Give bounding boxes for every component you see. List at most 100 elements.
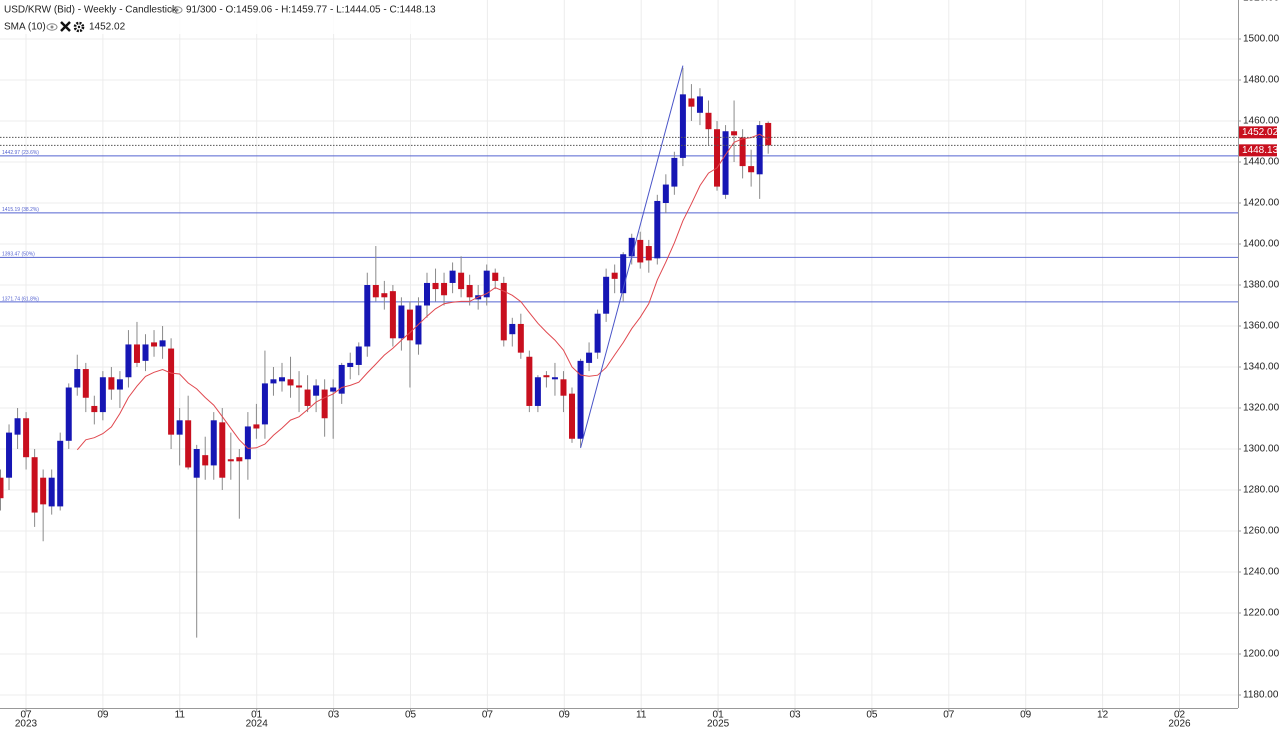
y-tick-label: 1340.00 — [1243, 362, 1280, 373]
ohlc-info: 91/300 - O:1459.06 - H:1459.77 - L:1444.… — [186, 5, 436, 16]
y-tick-label: 1200.00 — [1243, 649, 1280, 660]
candle-body — [202, 455, 209, 466]
candle-body — [586, 352, 593, 363]
candle-body — [40, 477, 47, 505]
candle-body — [483, 270, 490, 298]
x-tick-year: 2024 — [246, 719, 269, 729]
fib-label: 1371.74 (61.8%) — [2, 296, 39, 302]
candle-body — [543, 375, 550, 378]
candle-body — [722, 131, 729, 195]
legend-bg — [0, 0, 430, 34]
fib-label: 1415.19 (38.2%) — [2, 207, 39, 213]
candle-body — [185, 420, 192, 468]
y-tick-label: 1180.00 — [1243, 690, 1279, 701]
candle-body — [645, 246, 652, 261]
candle-body — [696, 96, 703, 113]
y-tick-label: 1320.00 — [1243, 403, 1280, 414]
candle-body — [99, 377, 106, 413]
candle-body — [48, 477, 55, 507]
x-tick-label: 03 — [328, 710, 340, 721]
y-tick-label: 1400.00 — [1243, 239, 1280, 250]
candle-body — [287, 379, 294, 386]
indicator-name: SMA (10) — [4, 22, 46, 33]
candle-body — [611, 272, 618, 279]
candle-body — [65, 387, 72, 441]
x-tick-label: 01 — [713, 710, 725, 721]
candle-body — [389, 291, 396, 339]
plot: 1442.97 (23.6%) 1415.19 (38.2%) 1393.47 (5… — [0, 65, 1238, 638]
candle-body — [168, 348, 175, 435]
x-tick-label: 11 — [636, 710, 647, 721]
candle-body — [662, 184, 669, 203]
candle-body — [705, 112, 712, 130]
candle-body — [31, 457, 38, 513]
candle-body — [637, 239, 644, 263]
candle-body — [765, 122, 772, 146]
candle-body — [278, 377, 285, 382]
candle-body — [313, 385, 320, 396]
candle-body — [270, 379, 277, 384]
candle-body — [159, 340, 166, 347]
y-tick-label: 1220.00 — [1243, 608, 1280, 619]
y-tick-label: 1300.00 — [1243, 444, 1280, 455]
x-tick-label: 03 — [789, 710, 801, 721]
candle-body — [577, 360, 584, 439]
candle-body — [441, 282, 448, 296]
candle-body — [364, 285, 371, 347]
fib-label: 1442.97 (23.6%) — [2, 150, 39, 156]
price-tag-label: 1448.13 — [1242, 145, 1279, 156]
candle-body — [466, 285, 473, 298]
y-tick-label: 1520.00 — [1243, 0, 1280, 4]
candle-body — [91, 405, 98, 413]
candle-body — [756, 125, 763, 175]
x-tick-label: 02 — [1174, 710, 1186, 721]
eye-icon[interactable] — [171, 6, 183, 14]
candle-body — [244, 426, 251, 460]
candle-body — [330, 387, 337, 392]
candle-body — [381, 293, 388, 298]
candle-body — [6, 432, 13, 478]
eye-icon[interactable] — [46, 23, 58, 31]
price-tag — [1239, 144, 1277, 157]
x-tick-label: 07 — [20, 710, 32, 721]
x-tick-year: 2023 — [15, 719, 38, 729]
candle-body — [151, 342, 158, 347]
candle-body — [227, 459, 234, 462]
trendline — [580, 65, 684, 449]
candle-body — [321, 389, 328, 419]
x-tick-label: 05 — [866, 710, 878, 721]
x-tick-year: 2025 — [707, 719, 730, 729]
x-tick-label: 11 — [175, 710, 186, 721]
candle-body — [492, 272, 499, 281]
candle-body — [23, 418, 30, 458]
chart-title: USD/KRW (Bid) - Weekly - Candlestick — [4, 5, 178, 16]
y-tick-label: 1360.00 — [1243, 321, 1280, 332]
settings-icon[interactable] — [73, 21, 85, 33]
y-tick-label: 1460.00 — [1243, 116, 1280, 127]
remove-icon[interactable] — [60, 21, 71, 32]
candle-body — [620, 254, 627, 294]
axes: 1180.00 1200.00 1220.00 1240.00 1260.00 1280.… — [15, 0, 1280, 729]
candle-body — [74, 369, 81, 388]
candle-body — [594, 313, 601, 353]
candle-body — [253, 424, 260, 429]
candle-body — [347, 362, 354, 367]
candle-body — [338, 364, 345, 394]
candle-body — [57, 440, 64, 507]
y-tick-label: 1420.00 — [1243, 198, 1280, 209]
candle-body — [236, 457, 243, 462]
candle-body — [739, 137, 746, 167]
x-tick-label: 05 — [405, 710, 417, 721]
candle-body — [125, 344, 132, 378]
x-tick-label: 09 — [559, 710, 571, 721]
candle-body — [509, 323, 516, 335]
y-tick-label: 1380.00 — [1243, 280, 1280, 291]
candle-body — [398, 305, 405, 339]
x-tick-label: 07 — [482, 710, 494, 721]
y-tick-label: 1480.00 — [1243, 75, 1280, 86]
candle-body — [526, 356, 533, 406]
candle-body — [406, 309, 413, 341]
x-tick-label: 12 — [1097, 710, 1109, 721]
